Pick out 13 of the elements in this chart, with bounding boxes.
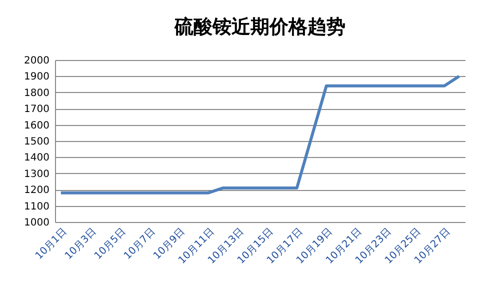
chart-title: 硫酸铵近期价格趋势 xyxy=(174,16,346,38)
y-tick-label: 1700 xyxy=(24,104,50,116)
line-series xyxy=(59,74,461,194)
y-tick-label: 1500 xyxy=(24,136,50,148)
y-tick-label: 1100 xyxy=(24,201,50,212)
y-tick-label: 1900 xyxy=(24,72,50,83)
y-tick-label: 1600 xyxy=(24,120,50,132)
y-tick-label: 1200 xyxy=(24,185,50,196)
y-tick-label: 1400 xyxy=(24,152,50,164)
y-tick-label: 1300 xyxy=(24,168,50,180)
y-tick-label: 1800 xyxy=(24,88,50,99)
y-tick-label: 1000 xyxy=(24,218,50,228)
y-tick-label: 2000 xyxy=(24,56,50,66)
